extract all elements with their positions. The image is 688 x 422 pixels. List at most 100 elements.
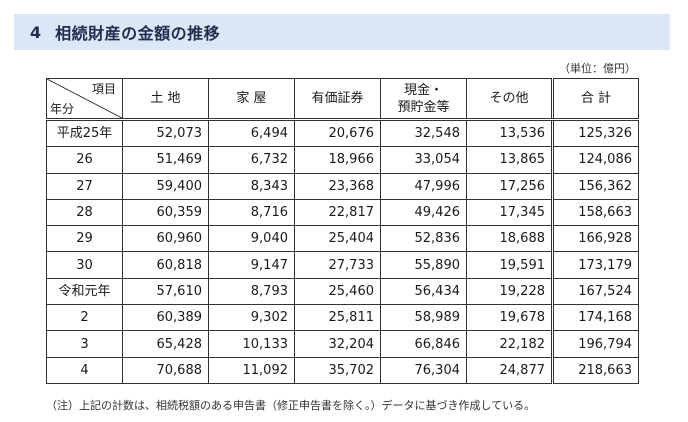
total-cell: 173,179 bbox=[551, 251, 639, 279]
other-cell: 13,536 bbox=[466, 118, 553, 148]
house-cell: 8,343 bbox=[208, 172, 295, 200]
securities-cell: 23,368 bbox=[294, 172, 381, 200]
securities-cell: 35,702 bbox=[294, 356, 381, 384]
house-cell: 8,716 bbox=[208, 198, 295, 227]
securities-cell: 25,460 bbox=[294, 277, 381, 306]
total-cell: 166,928 bbox=[551, 225, 639, 253]
other-cell: 17,345 bbox=[466, 198, 553, 227]
securities-cell: 20,676 bbox=[294, 118, 381, 148]
other-cell: 24,877 bbox=[466, 356, 553, 384]
header-other: その他 bbox=[466, 78, 553, 121]
cash-cell: 47,996 bbox=[380, 172, 467, 200]
house-cell: 8,793 bbox=[208, 277, 295, 306]
other-cell: 13,865 bbox=[466, 146, 553, 174]
securities-cell: 25,404 bbox=[294, 225, 381, 253]
cash-cell: 56,434 bbox=[380, 277, 467, 306]
house-cell: 11,092 bbox=[208, 356, 295, 384]
diagonal-line-icon bbox=[47, 79, 122, 118]
total-cell: 124,086 bbox=[551, 146, 639, 174]
footnote: （注）上記の計数は、相続税額のある申告書（修正申告書を除く。）データに基づき作成… bbox=[46, 399, 536, 412]
land-cell: 60,818 bbox=[122, 251, 209, 279]
year-cell: 27 bbox=[46, 172, 123, 200]
table-row: 4 70,688 11,092 35,702 76,304 24,877 218… bbox=[46, 356, 639, 384]
table-row: 26 51,469 6,732 18,966 33,054 13,865 124… bbox=[46, 146, 639, 174]
house-cell: 9,302 bbox=[208, 304, 295, 332]
unit-label: （単位：億円） bbox=[559, 62, 636, 75]
other-cell: 17,256 bbox=[466, 172, 553, 200]
year-cell: 平成25年 bbox=[46, 118, 123, 148]
securities-cell: 25,811 bbox=[294, 304, 381, 332]
cash-cell: 55,890 bbox=[380, 251, 467, 279]
total-cell: 167,524 bbox=[551, 277, 639, 306]
header-land: 土 地 bbox=[122, 78, 209, 121]
header-cash-line1: 現金・ bbox=[403, 82, 443, 98]
table-row: 2 60,389 9,302 25,811 58,989 19,678 174,… bbox=[46, 304, 639, 332]
securities-cell: 22,817 bbox=[294, 198, 381, 227]
table-row: 令和元年 57,610 8,793 25,460 56,434 19,228 1… bbox=[46, 277, 639, 306]
year-cell: 30 bbox=[46, 251, 123, 279]
header-row: 項目 年分 土 地 家 屋 有価証券 現金・ 預貯金等 その他 合 計 bbox=[46, 78, 639, 121]
house-cell: 9,040 bbox=[208, 225, 295, 253]
house-cell: 6,732 bbox=[208, 146, 295, 174]
land-cell: 52,073 bbox=[122, 118, 209, 148]
total-cell: 218,663 bbox=[551, 356, 639, 384]
year-cell: 2 bbox=[46, 304, 123, 332]
cash-cell: 66,846 bbox=[380, 330, 467, 358]
land-cell: 70,688 bbox=[122, 356, 209, 384]
total-cell: 196,794 bbox=[551, 330, 639, 358]
total-cell: 174,168 bbox=[551, 304, 639, 332]
land-cell: 60,359 bbox=[122, 198, 209, 227]
land-cell: 51,469 bbox=[122, 146, 209, 174]
other-cell: 18,688 bbox=[466, 225, 553, 253]
header-house: 家 屋 bbox=[208, 78, 295, 121]
securities-cell: 27,733 bbox=[294, 251, 381, 279]
year-cell: 令和元年 bbox=[46, 277, 123, 306]
header-cash: 現金・ 預貯金等 bbox=[380, 78, 467, 121]
cash-cell: 49,426 bbox=[380, 198, 467, 227]
year-cell: 29 bbox=[46, 225, 123, 253]
total-cell: 156,362 bbox=[551, 172, 639, 200]
year-cell: 28 bbox=[46, 198, 123, 227]
securities-cell: 32,204 bbox=[294, 330, 381, 358]
section-title: 相続財産の金額の推移 bbox=[55, 24, 221, 43]
house-cell: 9,147 bbox=[208, 251, 295, 279]
corner-header-cell: 項目 年分 bbox=[46, 78, 123, 121]
corner-year-label: 年分 bbox=[50, 102, 75, 116]
table-row: 28 60,359 8,716 22,817 49,426 17,345 158… bbox=[46, 198, 639, 227]
table-row: 3 65,428 10,133 32,204 66,846 22,182 196… bbox=[46, 330, 639, 358]
cash-cell: 32,548 bbox=[380, 118, 467, 148]
land-cell: 60,960 bbox=[122, 225, 209, 253]
table-row: 平成25年 52,073 6,494 20,676 32,548 13,536 … bbox=[46, 118, 639, 148]
securities-cell: 18,966 bbox=[294, 146, 381, 174]
inheritance-assets-table: 項目 年分 土 地 家 屋 有価証券 現金・ 預貯金等 その他 合 計 平成25… bbox=[46, 78, 639, 384]
year-cell: 4 bbox=[46, 356, 123, 384]
year-cell: 3 bbox=[46, 330, 123, 358]
cash-cell: 76,304 bbox=[380, 356, 467, 384]
land-cell: 60,389 bbox=[122, 304, 209, 332]
year-cell: 26 bbox=[46, 146, 123, 174]
total-cell: 125,326 bbox=[551, 118, 639, 148]
corner-item-label: 項目 bbox=[91, 82, 116, 96]
cash-cell: 52,836 bbox=[380, 225, 467, 253]
total-cell: 158,663 bbox=[551, 198, 639, 227]
header-securities: 有価証券 bbox=[294, 78, 381, 121]
section-heading: 4 相続財産の金額の推移 bbox=[14, 14, 670, 50]
other-cell: 19,228 bbox=[466, 277, 553, 306]
section-number: 4 bbox=[30, 22, 42, 42]
house-cell: 6,494 bbox=[208, 118, 295, 148]
table-row: 30 60,818 9,147 27,733 55,890 19,591 173… bbox=[46, 251, 639, 279]
house-cell: 10,133 bbox=[208, 330, 295, 358]
land-cell: 57,610 bbox=[122, 277, 209, 306]
other-cell: 19,591 bbox=[466, 251, 553, 279]
table-row: 29 60,960 9,040 25,404 52,836 18,688 166… bbox=[46, 225, 639, 253]
other-cell: 22,182 bbox=[466, 330, 553, 358]
header-cash-line2: 預貯金等 bbox=[397, 99, 450, 115]
table-body: 平成25年 52,073 6,494 20,676 32,548 13,536 … bbox=[46, 118, 639, 384]
other-cell: 19,678 bbox=[466, 304, 553, 332]
cash-cell: 33,054 bbox=[380, 146, 467, 174]
table-row: 27 59,400 8,343 23,368 47,996 17,256 156… bbox=[46, 172, 639, 200]
header-total: 合 計 bbox=[551, 78, 639, 121]
land-cell: 59,400 bbox=[122, 172, 209, 200]
land-cell: 65,428 bbox=[122, 330, 209, 358]
cash-cell: 58,989 bbox=[380, 304, 467, 332]
